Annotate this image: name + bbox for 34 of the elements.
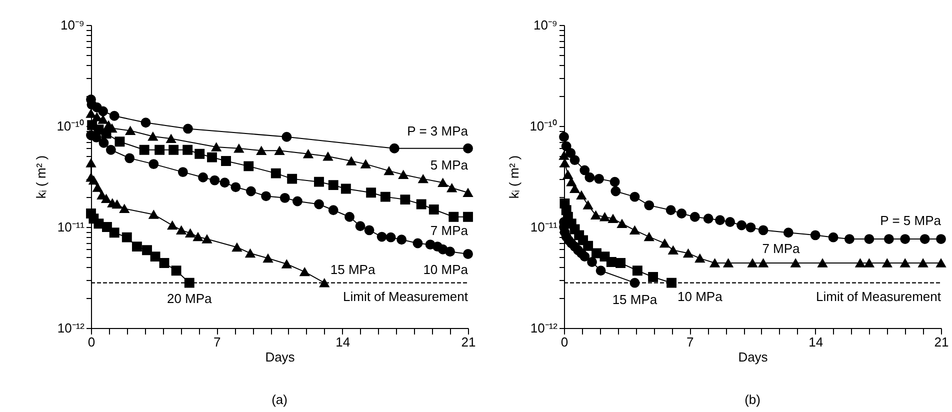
series-label: 7 MPa <box>762 241 801 256</box>
x-tick-label: 7 <box>686 334 694 350</box>
series-label: 15 MPa <box>612 292 658 307</box>
x-axis-title: Days <box>738 350 768 364</box>
y-tick-label: 10⁻⁹ <box>533 18 558 32</box>
series-label: 15 MPa <box>330 262 376 277</box>
x-tick-label: 14 <box>336 334 350 350</box>
series-label: 7 MPa <box>430 222 469 238</box>
series-label: P = 3 MPa <box>407 123 469 138</box>
y-tick-label: 10⁻¹⁰ <box>530 118 558 134</box>
x-tick-label: 21 <box>934 334 949 350</box>
text: (b) <box>744 392 760 407</box>
y-tick-label: 10⁻¹⁰ <box>56 118 84 134</box>
series-label: 20 MPa <box>166 290 213 306</box>
ref-line-label: Limit of Measurement <box>343 288 468 304</box>
y-tick-label: 10⁻¹¹ <box>530 220 558 234</box>
y-axis-title: kᵢ ( m² ) <box>506 155 522 199</box>
x-axis-title: Days <box>265 350 296 364</box>
series-label: 10 MPa <box>678 288 724 304</box>
series-label: 10 MPa <box>423 262 469 278</box>
x-tick-label: 0 <box>88 334 96 350</box>
x-tick-label: 21 <box>461 334 476 350</box>
x-tick-label: 7 <box>214 334 221 350</box>
text: (a) <box>272 392 288 407</box>
x-tick-label: 0 <box>560 334 568 350</box>
series-label: P = 5 MPa <box>880 213 942 228</box>
x-tick-label: 14 <box>808 334 824 350</box>
y-tick-label: 10⁻¹¹ <box>57 220 86 234</box>
series-label: 5 MPa <box>430 158 469 173</box>
y-tick-label: 10⁻¹² <box>530 320 558 336</box>
y-tick-label: 10⁻¹² <box>57 320 86 336</box>
y-axis-title: kᵢ ( m² ) <box>34 155 49 199</box>
ref-line-label: Limit of Measurement <box>816 288 942 304</box>
y-tick-label: 10⁻⁹ <box>60 18 84 32</box>
